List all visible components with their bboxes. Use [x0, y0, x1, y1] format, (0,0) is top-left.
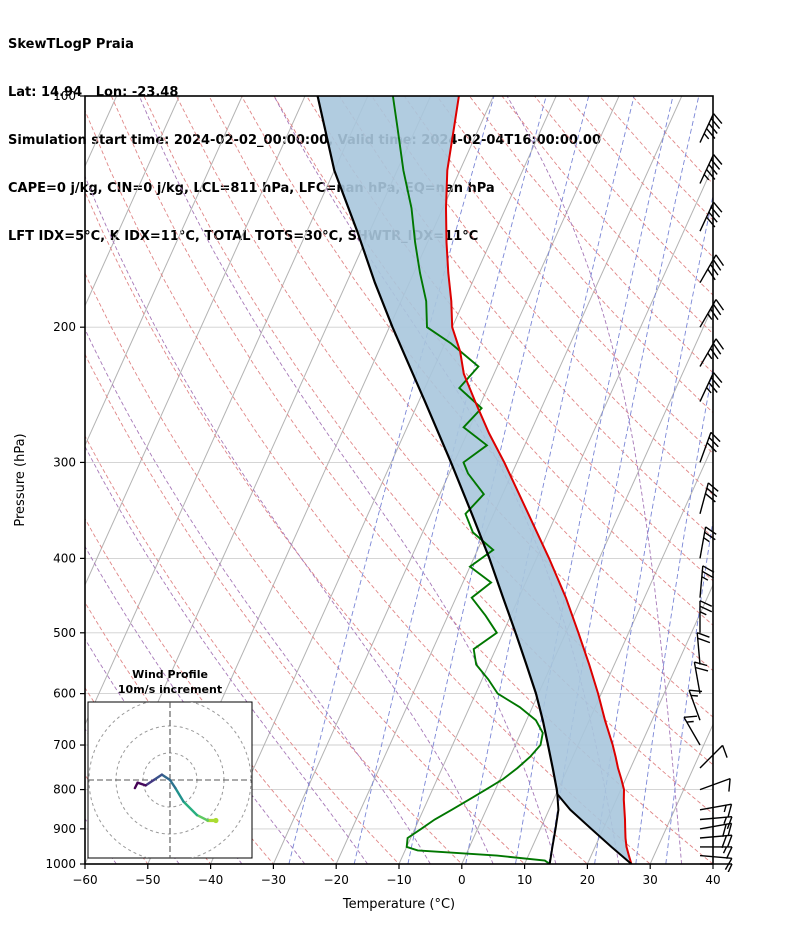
chart-title: SkewTLogP Praia [8, 37, 134, 52]
svg-text:0: 0 [458, 873, 466, 887]
svg-text:300: 300 [53, 455, 76, 469]
hodograph-surface-marker [213, 817, 219, 824]
svg-text:100: 100 [53, 89, 76, 103]
hodograph-trace-segment [144, 778, 156, 787]
svg-text:20: 20 [580, 873, 595, 887]
hodograph-trace-segment [195, 813, 210, 822]
hodograph-trace-segment [133, 781, 139, 790]
y-axis-label: Pressure (hPa) [13, 433, 28, 526]
svg-text:400: 400 [53, 551, 76, 565]
hodograph-trace-segment [152, 773, 164, 782]
svg-text:1000: 1000 [45, 857, 76, 871]
hodograph-trace-segment [174, 786, 185, 803]
svg-text:−50: −50 [135, 873, 160, 887]
parcel-moist-ascent [316, 96, 559, 795]
hodograph-subtitle: 10m/s increment [118, 683, 222, 696]
cin-shading [317, 96, 632, 864]
svg-text:10: 10 [517, 873, 532, 887]
hodograph-title: Wind Profile [132, 668, 208, 681]
wind-barbs [683, 113, 733, 872]
svg-text:200: 200 [53, 320, 76, 334]
svg-text:30: 30 [643, 873, 658, 887]
svg-text:−20: −20 [324, 873, 349, 887]
svg-text:−40: −40 [198, 873, 223, 887]
parcel-mixing-leg [548, 794, 560, 864]
hodograph-trace-segment [182, 800, 199, 817]
temperature-curve [444, 96, 633, 864]
hodograph-trace-segment [136, 781, 147, 787]
dewpoint-curve [391, 96, 551, 864]
svg-text:500: 500 [53, 626, 76, 640]
x-axis-label: Temperature (°C) [342, 897, 455, 912]
svg-text:−30: −30 [261, 873, 286, 887]
svg-text:700: 700 [53, 738, 76, 752]
profiles [316, 96, 633, 864]
background-grid [85, 96, 713, 864]
parcel-dry-leg [556, 793, 633, 864]
svg-text:600: 600 [53, 687, 76, 701]
hodograph-trace-segment [168, 778, 177, 790]
svg-text:−60: −60 [72, 873, 97, 887]
hodograph-inset: Wind Profile 10m/s increment [87, 668, 253, 859]
svg-text:800: 800 [53, 783, 76, 797]
hodograph-trace-segment [160, 773, 172, 782]
svg-text:−10: −10 [386, 873, 411, 887]
svg-text:900: 900 [53, 822, 76, 836]
svg-text:40: 40 [705, 873, 720, 887]
